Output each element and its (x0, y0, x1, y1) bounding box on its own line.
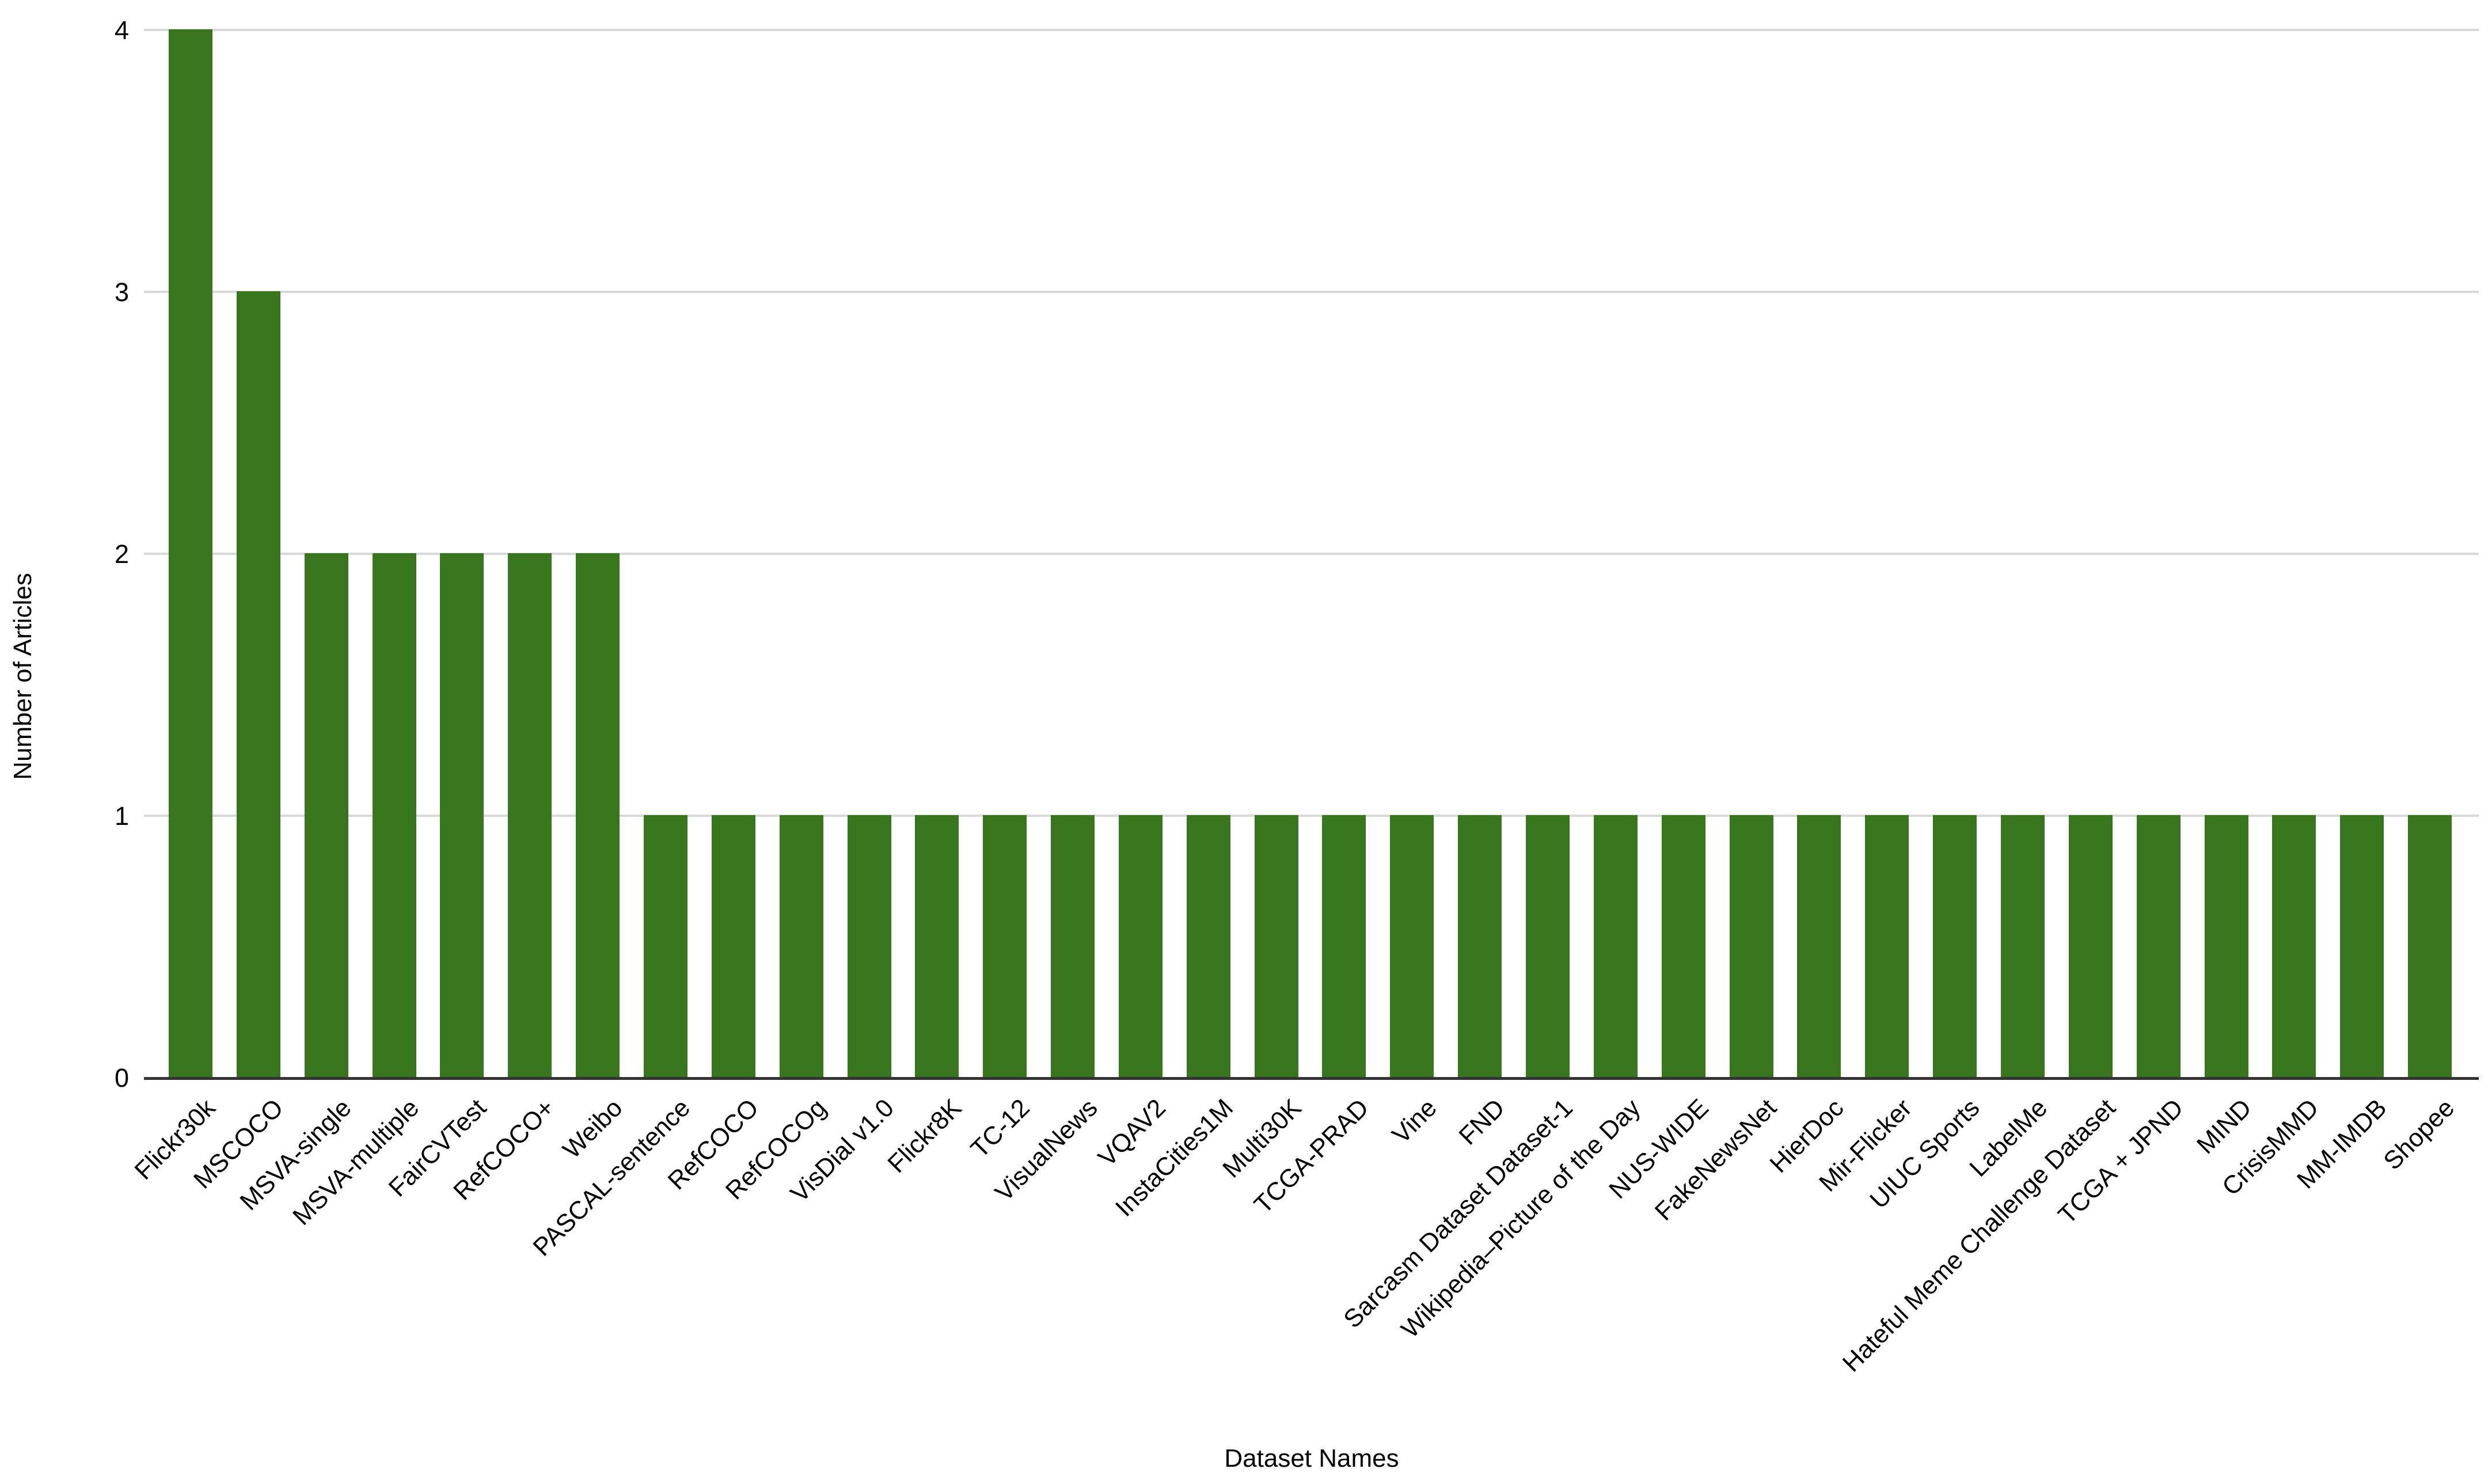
bar (1322, 815, 1366, 1077)
bar (169, 29, 212, 1077)
gridline (144, 291, 2479, 293)
bar (305, 553, 348, 1077)
bar (1255, 815, 1298, 1077)
bar (2001, 815, 2045, 1077)
y-tick-label: 4 (114, 16, 129, 45)
y-tick-label: 1 (114, 801, 129, 831)
y-tick-label: 3 (114, 277, 129, 307)
bar (576, 553, 620, 1077)
bar (2272, 815, 2316, 1077)
bar (1458, 815, 1502, 1077)
bar (2408, 815, 2452, 1077)
bar (848, 815, 891, 1077)
bar (712, 815, 755, 1077)
bar (915, 815, 959, 1077)
x-tick-label-text: Shopee (2378, 1093, 2460, 1175)
x-axis-line (144, 1077, 2479, 1080)
x-tick-label-text: Vine (1386, 1093, 1442, 1150)
bar (1119, 815, 1163, 1077)
bar (644, 815, 687, 1077)
bar (1187, 815, 1230, 1077)
x-tick-label-text: MIND (2191, 1093, 2257, 1160)
y-tick-label: 2 (114, 539, 129, 569)
bar (1594, 815, 1638, 1077)
bar (440, 553, 484, 1077)
bar (2069, 815, 2113, 1077)
bar (2340, 815, 2384, 1077)
bar (1730, 815, 1773, 1077)
bar (237, 291, 280, 1077)
bar (1526, 815, 1570, 1077)
x-tick-label-text: Flickr8K (882, 1093, 967, 1178)
x-axis-title: Dataset Names (1224, 1444, 1399, 1472)
y-axis-title: Number of Articles (9, 573, 37, 780)
bar (2205, 815, 2248, 1077)
gridline (144, 29, 2479, 31)
gridline (144, 815, 2479, 817)
gridline (144, 553, 2479, 555)
bar (1051, 815, 1095, 1077)
bar (780, 815, 823, 1077)
bar (1865, 815, 1909, 1077)
bar (983, 815, 1027, 1077)
bar (1933, 815, 1977, 1077)
x-tick-label-text: TCGA + JPND (2053, 1093, 2189, 1230)
x-tick-label-text: FakeNewsNet (1649, 1093, 1782, 1226)
bar (2137, 815, 2180, 1077)
bar (373, 553, 416, 1077)
bar (1390, 815, 1434, 1077)
bar (1662, 815, 1705, 1077)
x-tick-label-text: FND (1453, 1093, 1510, 1151)
y-tick-label: 0 (114, 1063, 129, 1093)
bar (1797, 815, 1841, 1077)
bar (508, 553, 552, 1077)
